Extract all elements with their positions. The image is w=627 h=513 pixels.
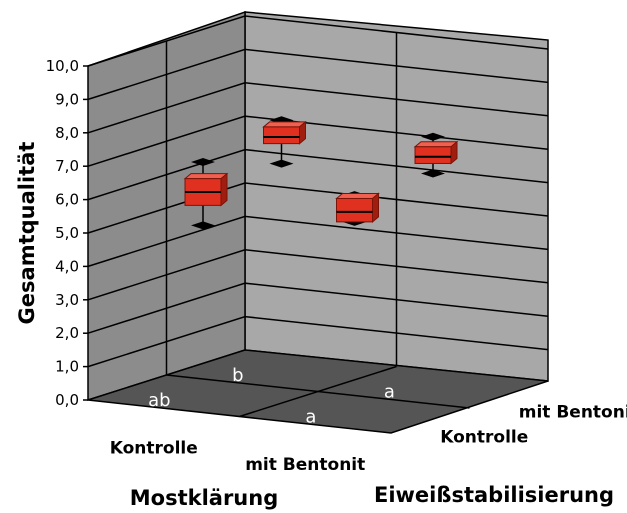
whisker-cap	[269, 159, 294, 168]
whisker-cap	[421, 169, 445, 178]
box-plot	[335, 191, 380, 226]
y-tick-label: 3,0	[55, 291, 79, 309]
box-front	[263, 126, 300, 145]
y-tick-label: 0,0	[55, 391, 79, 409]
box-side	[220, 172, 228, 207]
x2-category-label: Kontrolle	[440, 428, 528, 448]
grid-line	[87, 148, 549, 201]
x1-axis-title: Mostklärung	[130, 486, 279, 510]
box-front	[414, 146, 452, 164]
box-plot	[262, 116, 307, 168]
x2-category-label: mit Bentonit	[519, 403, 627, 423]
box-top	[183, 173, 229, 180]
box-plot	[413, 132, 459, 178]
y-tick-label: 6,0	[55, 191, 79, 209]
significance-letter: a	[305, 406, 316, 427]
box-top	[335, 192, 380, 199]
x1-category-label: Kontrolle	[110, 438, 198, 458]
grid-line	[87, 82, 549, 134]
box-plot	[183, 157, 229, 230]
y-tick-label: 5,0	[55, 224, 79, 242]
boxes	[183, 116, 459, 230]
x1-category-label: mit Bentonit	[245, 455, 365, 475]
grid-line	[87, 182, 549, 234]
y-tick-label: 9,0	[55, 90, 79, 108]
y-tick-label: 4,0	[55, 257, 79, 275]
significance-letter: a	[384, 381, 395, 402]
whisker-cap	[191, 221, 215, 230]
category-labels: Kontrolle mit Bentonit Kontrolle mit Benton…	[110, 403, 627, 475]
grid-line	[87, 115, 549, 167]
grid-line	[87, 282, 549, 334]
y-tick-label: 7,0	[55, 157, 79, 175]
grid-line	[87, 315, 549, 368]
y-axis-title: Gesamtqualität	[15, 142, 39, 325]
grid-line	[87, 15, 549, 67]
significance-letters: b a ab a	[148, 365, 395, 428]
grid-line	[87, 249, 549, 301]
y-tick-label: 8,0	[55, 124, 79, 142]
y-tick-label: 10,0	[46, 57, 79, 75]
x2-axis-title: Eiweißstabilisierung	[374, 483, 614, 507]
box-side	[372, 192, 379, 223]
grid-line	[87, 48, 549, 101]
floor-divider	[166, 374, 470, 409]
box-top	[262, 121, 307, 128]
box-top	[413, 141, 459, 148]
grid-line	[87, 215, 549, 268]
whisker-cap	[421, 132, 445, 141]
y-tick-label: 1,0	[55, 358, 79, 376]
box-front	[336, 197, 373, 223]
significance-letter: b	[232, 365, 243, 386]
whisker-cap	[191, 157, 215, 166]
grid-lines	[83, 15, 549, 418]
y-tick-label: 2,0	[55, 324, 79, 342]
significance-letter: ab	[148, 390, 170, 411]
y-ticks: 0,0 1,0 2,0 3,0 4,0 5,0 6,0 7,0 8,0 9,0 10,0	[46, 57, 79, 409]
